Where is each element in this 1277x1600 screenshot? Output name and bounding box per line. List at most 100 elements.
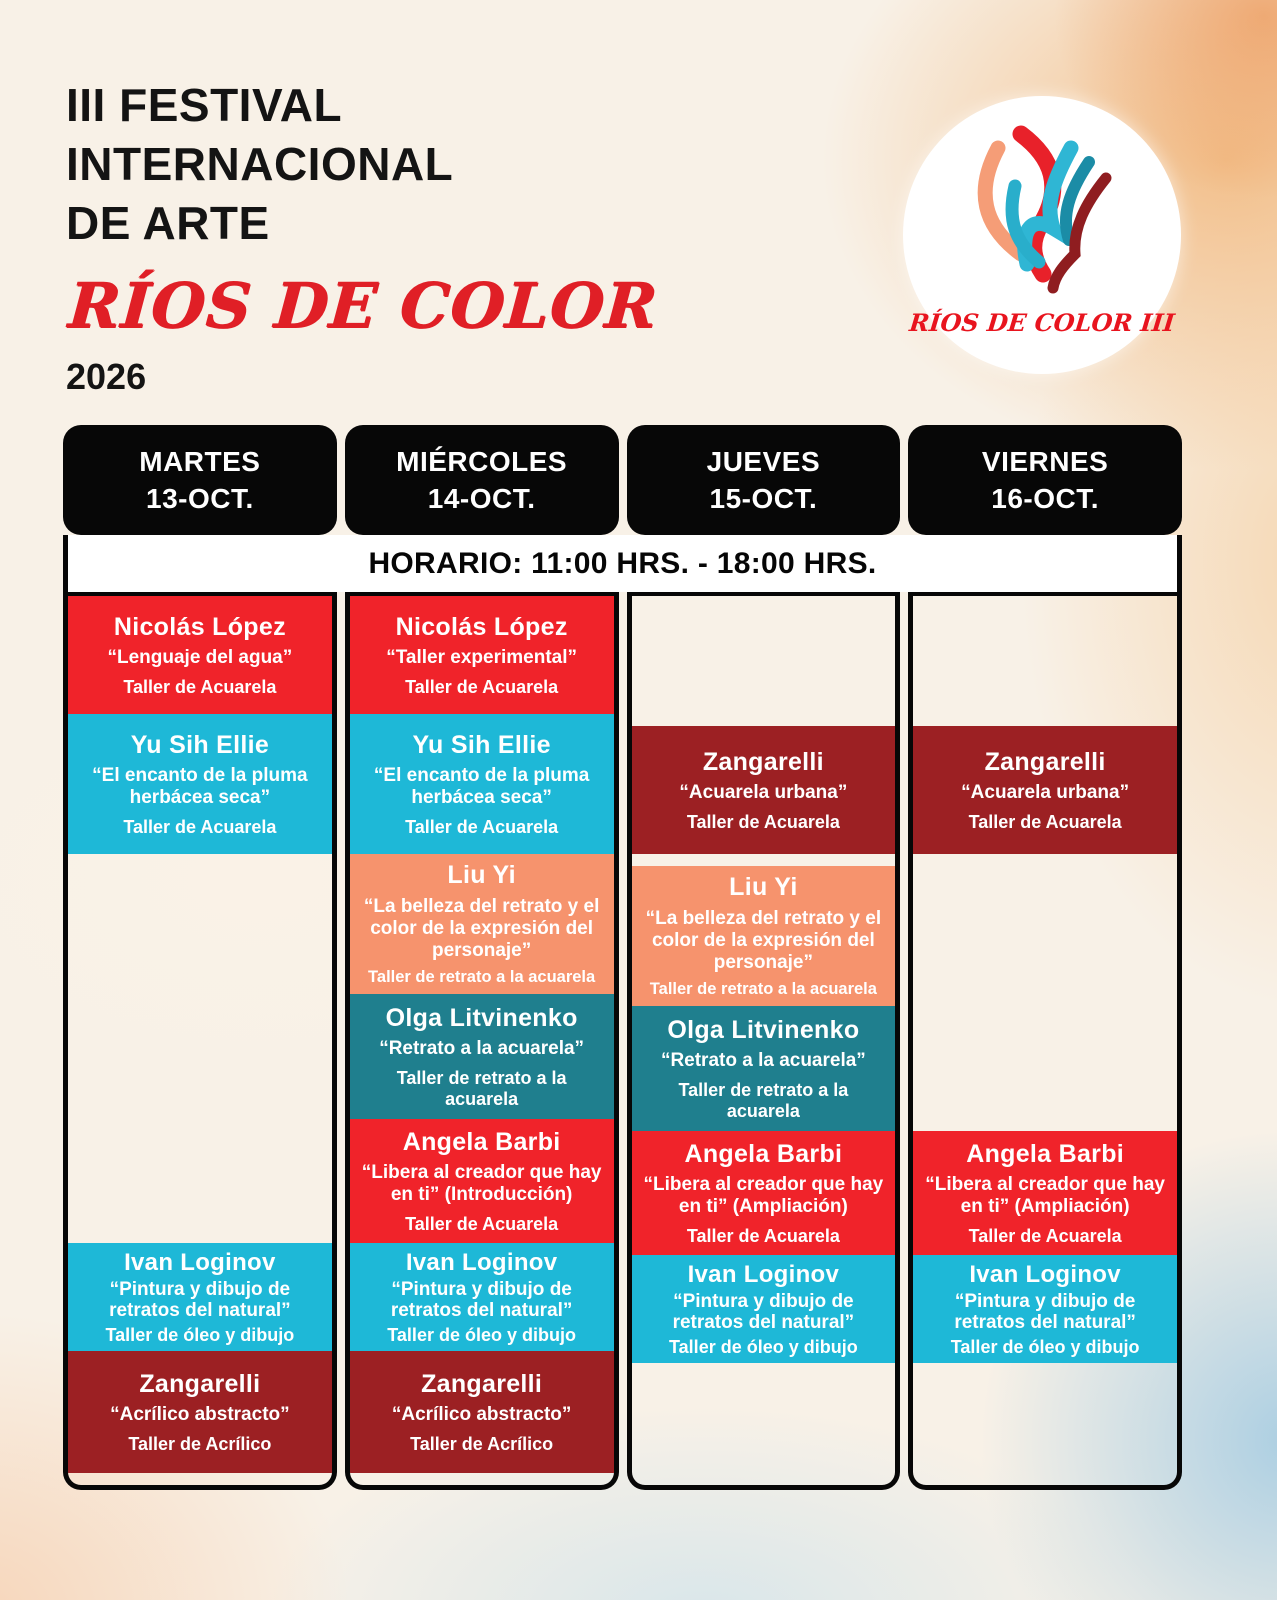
day-tab-viernes: VIERNES 16-OCT. — [908, 425, 1182, 535]
workshop-quote: “Libera al creador que hay en ti” (Ampli… — [643, 1173, 884, 1217]
workshop-type: Taller de Acuarela — [686, 1225, 840, 1246]
workshop-cell-ivan-loginov: Ivan Loginov “Pintura y dibujo de retrat… — [913, 1255, 1177, 1363]
festival-year: 2026 — [66, 356, 147, 397]
day-tab-miercoles: MIÉRCOLES 14-OCT. — [344, 425, 619, 535]
empty-slot — [913, 1006, 1177, 1131]
workshop-type: Taller de Acuarela — [686, 811, 840, 832]
artist-name: Yu Sih Ellie — [130, 730, 270, 759]
workshop-cell-nicolas-lopez: Nicolás López “Lenguaje del agua” Taller… — [68, 596, 332, 714]
empty-slot — [913, 866, 1177, 1006]
workshop-type: Taller de Acuarela — [123, 816, 277, 837]
workshop-cell-angela-barbi: Angela Barbi “Libera al creador que hay … — [631, 1131, 896, 1255]
festival-logo: RÍOS DE COLOR III — [903, 96, 1181, 374]
empty-slot — [632, 1363, 896, 1485]
workshop-type: Taller de Acuarela — [123, 676, 277, 697]
workshop-quote: “La belleza del retrato y el color de la… — [363, 895, 600, 961]
workshop-cell-liu-yi: Liu Yi “La belleza del retrato y el colo… — [631, 866, 896, 1006]
empty-slot — [68, 854, 332, 994]
day-name: JUEVES — [706, 446, 821, 477]
artist-name: Yu Sih Ellie — [412, 730, 551, 759]
artist-name: Liu Yi — [729, 872, 798, 901]
empty-slot — [68, 994, 332, 1119]
workshop-type: Taller de retrato a la acuarela — [368, 967, 596, 986]
workshop-type: Taller de retrato a la acuarela — [396, 1067, 567, 1109]
workshop-type: Taller de Acrílico — [128, 1433, 272, 1454]
workshop-quote: “Pintura y dibujo de retratos del natura… — [390, 1278, 573, 1321]
workshop-cell-zangarelli: Zangarelli “Acrílico abstracto” Taller d… — [349, 1351, 614, 1473]
artist-name: Ivan Loginov — [687, 1260, 840, 1288]
artist-name: Olga Litvinenko — [385, 1003, 578, 1032]
artist-name: Ivan Loginov — [124, 1248, 276, 1276]
workshop-type: Taller de Acuarela — [405, 816, 559, 837]
logo-swirl-icon — [977, 125, 1112, 294]
workshop-cell-ivan-loginov: Ivan Loginov “Pintura y dibujo de retrat… — [68, 1243, 332, 1351]
artist-name: Angela Barbi — [966, 1139, 1125, 1168]
artist-name: Liu Yi — [447, 860, 516, 889]
logo-wordmark: RÍOS DE COLOR III — [907, 308, 1177, 337]
festival-title: III FESTIVAL INTERNACIONAL DE ARTE — [66, 76, 655, 253]
workshop-type: Taller de óleo y dibujo — [669, 1336, 858, 1357]
schedule-columns: Nicolás López “Lenguaje del agua” Taller… — [63, 592, 1182, 1490]
empty-slot — [68, 1119, 332, 1243]
schedule-table: MARTES 13-OCT. MIÉRCOLES 14-OCT. JUEVES … — [63, 425, 1182, 1490]
workshop-quote: “Lenguaje del agua” — [107, 646, 293, 668]
workshop-cell-zangarelli: Zangarelli “Acuarela urbana” Taller de A… — [913, 726, 1177, 854]
workshop-quote: “Retrato a la acuarela” — [660, 1049, 866, 1071]
workshop-quote: “Libera al creador que hay en ti” (Intro… — [361, 1161, 602, 1205]
day-name: MIÉRCOLES — [396, 446, 568, 477]
artist-name: Zangarelli — [702, 747, 824, 776]
workshop-quote: “Pintura y dibujo de retratos del natura… — [109, 1278, 291, 1321]
workshop-cell-yu-sih-ellie: Yu Sih Ellie “El encanto de la pluma her… — [68, 714, 332, 854]
day-tabs-row: MARTES 13-OCT. MIÉRCOLES 14-OCT. JUEVES … — [63, 425, 1182, 535]
workshop-cell-zangarelli: Zangarelli “Acrílico abstracto” Taller d… — [68, 1351, 332, 1473]
day-name: VIERNES — [981, 446, 1109, 477]
day-column-miercoles: Nicolás López “Taller experimental” Tall… — [344, 592, 619, 1490]
artist-name: Ivan Loginov — [405, 1248, 558, 1276]
artist-name: Angela Barbi — [402, 1127, 561, 1156]
workshop-quote: “Acuarela urbana” — [679, 781, 848, 803]
day-date: 14-OCT. — [427, 483, 536, 514]
workshop-cell-angela-barbi: Angela Barbi “Libera al creador que hay … — [913, 1131, 1177, 1255]
day-name: MARTES — [139, 446, 261, 477]
day-column-viernes: Zangarelli “Acuarela urbana” Taller de A… — [908, 592, 1182, 1490]
hours-banner: HORARIO: 11:00 HRS. - 18:00 HRS. — [63, 535, 1182, 592]
empty-slot — [913, 596, 1177, 714]
artist-name: Nicolás López — [113, 612, 286, 641]
artist-name: Olga Litvinenko — [667, 1015, 860, 1044]
workshop-quote: “Acuarela urbana” — [961, 781, 1130, 803]
workshop-type: Taller de Acrílico — [410, 1433, 554, 1454]
artist-name: Nicolás López — [395, 612, 568, 641]
artist-name: Ivan Loginov — [969, 1260, 1121, 1288]
workshop-cell-zangarelli: Zangarelli “Acuarela urbana” Taller de A… — [631, 726, 896, 854]
day-date: 16-OCT. — [991, 483, 1099, 514]
day-column-martes: Nicolás López “Lenguaje del agua” Taller… — [63, 592, 337, 1490]
artist-name: Zangarelli — [139, 1369, 261, 1398]
festival-subtitle: RÍOS DE COLOR — [66, 269, 661, 342]
workshop-type: Taller de óleo y dibujo — [387, 1324, 576, 1345]
workshop-cell-yu-sih-ellie: Yu Sih Ellie “El encanto de la pluma her… — [349, 714, 614, 854]
workshop-quote: “El encanto de la pluma herbácea seca” — [92, 764, 308, 808]
poster-header: III FESTIVAL INTERNACIONAL DE ARTE RÍOS … — [66, 76, 660, 398]
workshop-quote: “Retrato a la acuarela” — [379, 1037, 585, 1059]
workshop-cell-ivan-loginov: Ivan Loginov “Pintura y dibujo de retrat… — [631, 1255, 896, 1363]
workshop-type: Taller de retrato a la acuarela — [678, 1079, 849, 1121]
workshop-quote: “La belleza del retrato y el color de la… — [645, 907, 882, 973]
empty-slot — [913, 1363, 1177, 1485]
day-column-jueves: Zangarelli “Acuarela urbana” Taller de A… — [626, 592, 901, 1490]
workshop-type: Taller de óleo y dibujo — [950, 1336, 1140, 1357]
workshop-quote: “Acrílico abstracto” — [110, 1403, 290, 1425]
workshop-cell-olga-litvinenko: Olga Litvinenko “Retrato a la acuarela” … — [631, 1006, 896, 1131]
workshop-type: Taller de Acuarela — [968, 1225, 1122, 1246]
artist-name: Zangarelli — [421, 1369, 543, 1398]
workshop-cell-liu-yi: Liu Yi “La belleza del retrato y el colo… — [349, 854, 614, 994]
empty-slot — [632, 596, 896, 714]
workshop-type: Taller de retrato a la acuarela — [649, 979, 877, 998]
title-line-3: DE ARTE — [66, 197, 270, 249]
workshop-type: Taller de Acuarela — [405, 676, 559, 697]
workshop-type: Taller de óleo y dibujo — [105, 1324, 295, 1345]
title-line-2: INTERNACIONAL — [66, 138, 454, 190]
workshop-quote: “Pintura y dibujo de retratos del natura… — [954, 1290, 1136, 1333]
workshop-quote: “Libera al creador que hay en ti” (Ampli… — [925, 1173, 1165, 1217]
artist-name: Angela Barbi — [684, 1139, 843, 1168]
workshop-type: Taller de Acuarela — [405, 1213, 559, 1234]
